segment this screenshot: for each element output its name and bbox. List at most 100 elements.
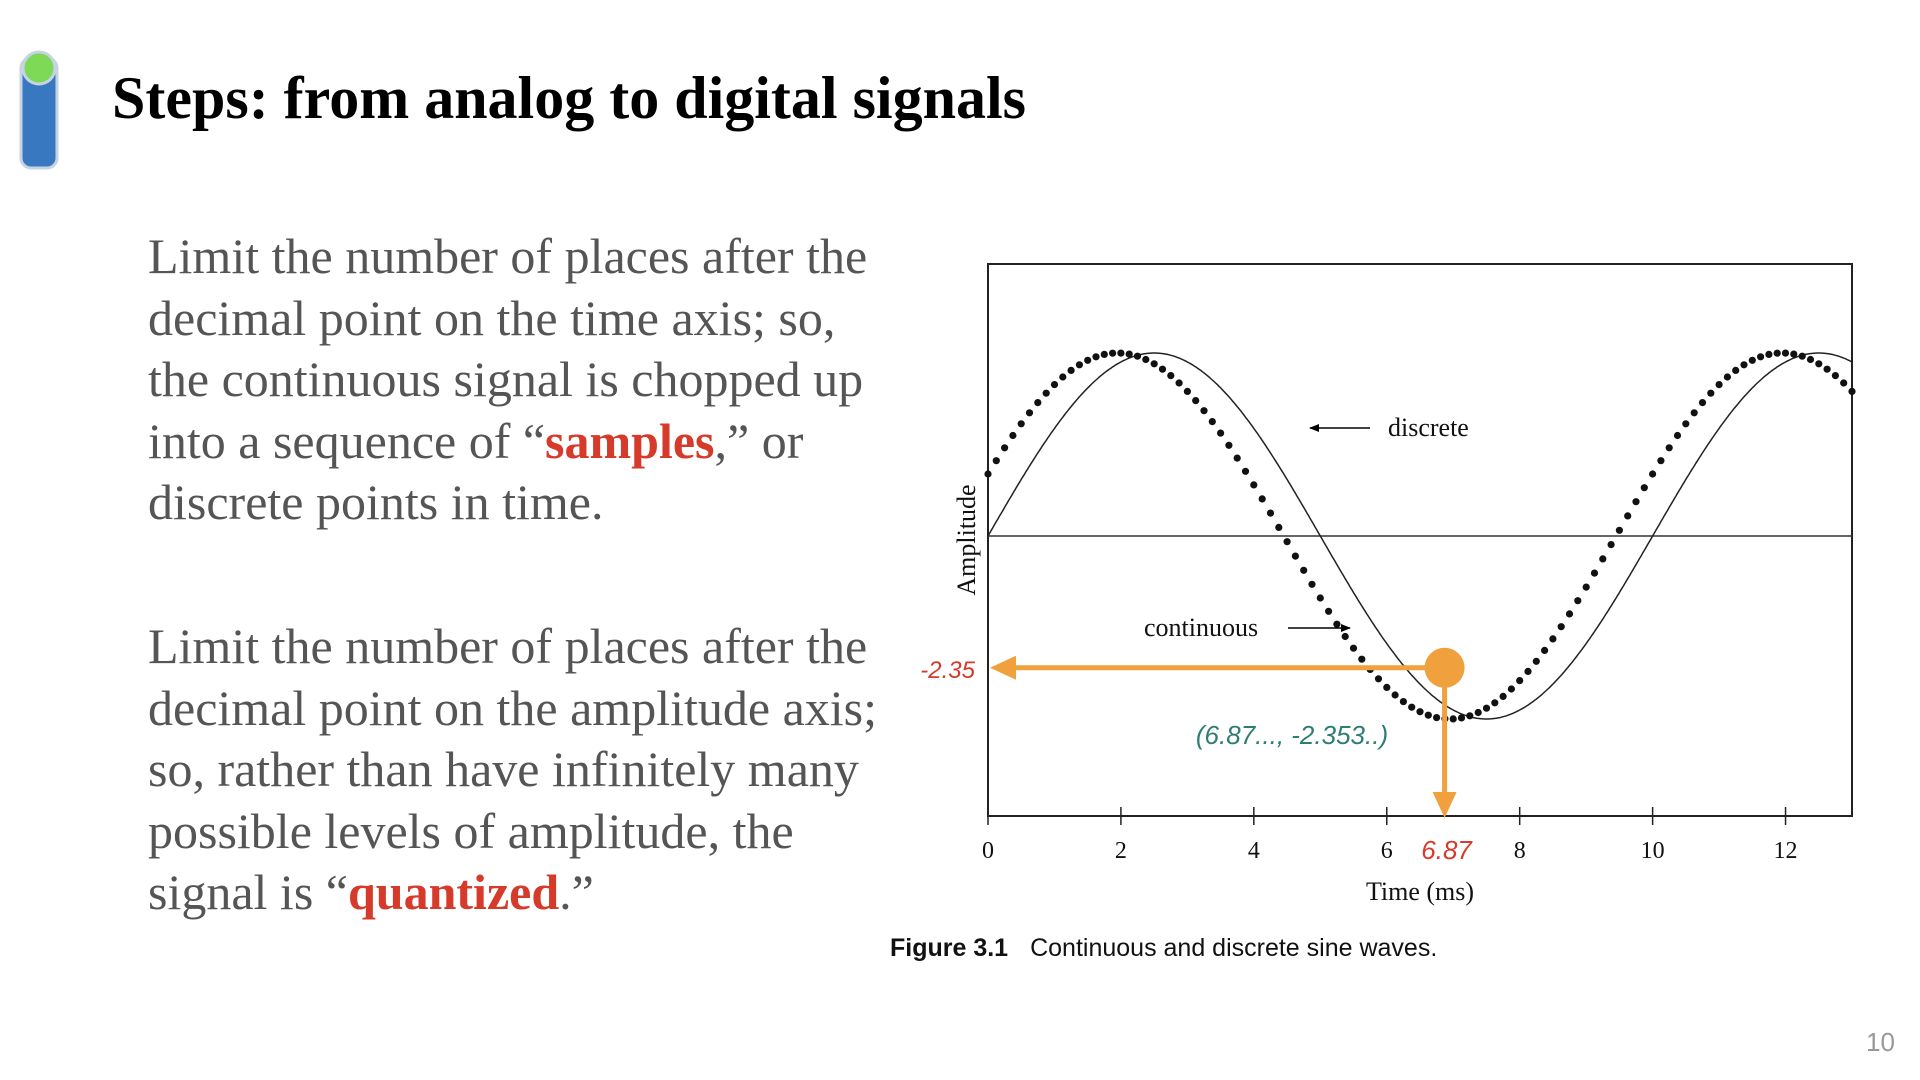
series-discrete-point (1399, 698, 1407, 706)
series-discrete-point (1632, 498, 1640, 506)
paragraph-text: ,” or discrete points in time. (148, 412, 804, 531)
series-discrete-point (1682, 420, 1690, 428)
series-discrete-point (1707, 389, 1715, 397)
series-discrete-point (1017, 420, 1025, 428)
series-discrete-point (1773, 349, 1781, 357)
series-label-continuous: continuous (1144, 613, 1258, 642)
series-discrete-point (1607, 541, 1615, 549)
keyword-quantized: quantized (347, 864, 560, 920)
series-discrete-point (1175, 379, 1183, 387)
series-discrete-point (1723, 373, 1731, 381)
series-discrete-point (1424, 711, 1432, 719)
series-discrete-point (992, 457, 1000, 465)
series-discrete-point (1034, 399, 1042, 407)
series-discrete-point (1599, 555, 1607, 563)
keyword-samples: samples (545, 412, 715, 469)
slide-title: Steps: from analog to digital signals (112, 65, 1026, 131)
series-discrete-point (1574, 597, 1582, 605)
series-discrete-point (1092, 353, 1100, 361)
series-discrete-point (1507, 685, 1515, 693)
paragraph-sampling: Limit the number of places after the dec… (148, 226, 908, 534)
series-discrete-point (1582, 583, 1590, 591)
series-discrete-point (1042, 389, 1050, 397)
series-discrete-point (1673, 431, 1682, 440)
series-discrete-point (1009, 431, 1017, 440)
series-discrete-point (1690, 409, 1698, 417)
series-discrete-point (1158, 365, 1167, 373)
highlighted-sample-point (1424, 647, 1465, 688)
x-readout-arrowhead (1432, 792, 1457, 818)
page-number: 10 (1866, 1027, 1895, 1057)
series-discrete-point (1167, 372, 1175, 380)
series-discrete-point (1732, 366, 1740, 374)
series-discrete-point (1308, 580, 1316, 588)
series-discrete-point (1848, 387, 1856, 395)
series-discrete-point (1790, 350, 1798, 358)
series-discrete-point (1225, 441, 1233, 449)
series-discrete-point (1025, 409, 1034, 417)
series-discrete-point (1590, 569, 1599, 577)
series-discrete-point (1241, 467, 1250, 475)
series-discrete-point (1316, 594, 1324, 602)
series-continuous-line (987, 352, 1853, 720)
series-discrete-point (1250, 481, 1258, 489)
series-discrete-point (1133, 352, 1142, 360)
series-discrete-point (1757, 353, 1765, 361)
series-discrete-point (1125, 350, 1133, 358)
series-discrete-point (1233, 454, 1241, 462)
series-discrete-point (1624, 512, 1632, 520)
series-discrete-point (1765, 350, 1773, 358)
series-discrete-point (1532, 657, 1540, 665)
series-discrete-point (1698, 399, 1707, 407)
x-axis-label: Time (ms) (1366, 877, 1474, 906)
series-discrete-point (1208, 418, 1216, 426)
paragraph-quantization: Limit the number of places after the dec… (148, 616, 908, 924)
series-discrete-point (1657, 457, 1665, 465)
series-discrete-point (1499, 692, 1507, 701)
y-readout-arrowhead (990, 655, 1016, 680)
x-readout-label: 6.87 (1421, 835, 1473, 865)
series-discrete-point (1100, 350, 1108, 358)
series-discrete-point (1715, 381, 1723, 389)
series-discrete-point (1823, 365, 1831, 373)
series-discrete-point (1075, 361, 1083, 369)
series-discrete-point (1565, 610, 1574, 618)
figure-caption-text: Continuous and discrete sine waves. (1030, 934, 1438, 962)
series-discrete-point (1457, 714, 1466, 722)
series-discrete-point (1117, 349, 1125, 357)
series-discrete-point (1050, 381, 1059, 389)
paragraph-text: .” (559, 864, 594, 920)
paragraph-text: Limit the number of places after the dec… (148, 618, 878, 920)
series-discrete-point (1275, 523, 1283, 532)
series-discrete-point (1491, 699, 1499, 707)
x-tick-label: 0 (982, 838, 994, 864)
series-discrete-point (1524, 667, 1532, 676)
series-discrete-point (1466, 712, 1474, 720)
series-discrete-point (1416, 708, 1424, 716)
series-discrete-point (1474, 708, 1482, 717)
series-discrete-point (1433, 714, 1441, 722)
series-discrete-point (1740, 361, 1748, 369)
series-discrete-point (1840, 379, 1848, 387)
series-discrete-point (1258, 495, 1266, 503)
figure-caption: Figure 3.1 Continuous and discrete sine w… (890, 934, 1437, 963)
series-discrete-point (1374, 675, 1383, 683)
series-discrete-point (1059, 373, 1067, 381)
series-discrete-point (1806, 355, 1815, 364)
series-discrete-point (1449, 715, 1457, 723)
series-discrete-point (1541, 646, 1549, 655)
x-tick-label: 8 (1514, 838, 1526, 864)
series-discrete-point (1815, 360, 1823, 368)
series-discrete-point (1665, 444, 1673, 452)
x-tick-label: 4 (1248, 838, 1260, 864)
series-discrete-point (1482, 704, 1491, 712)
series-discrete-point (1142, 355, 1150, 364)
x-tick-label: 2 (1115, 838, 1127, 864)
series-discrete-point (1333, 620, 1341, 628)
point-coordinate-label: (6.87..., -2.353..) (1196, 720, 1388, 750)
series-discrete-point (1640, 484, 1648, 492)
series-discrete-point (1183, 387, 1191, 395)
series-discrete-point (1358, 655, 1366, 663)
y-readout-label: -2.35 (920, 657, 975, 684)
